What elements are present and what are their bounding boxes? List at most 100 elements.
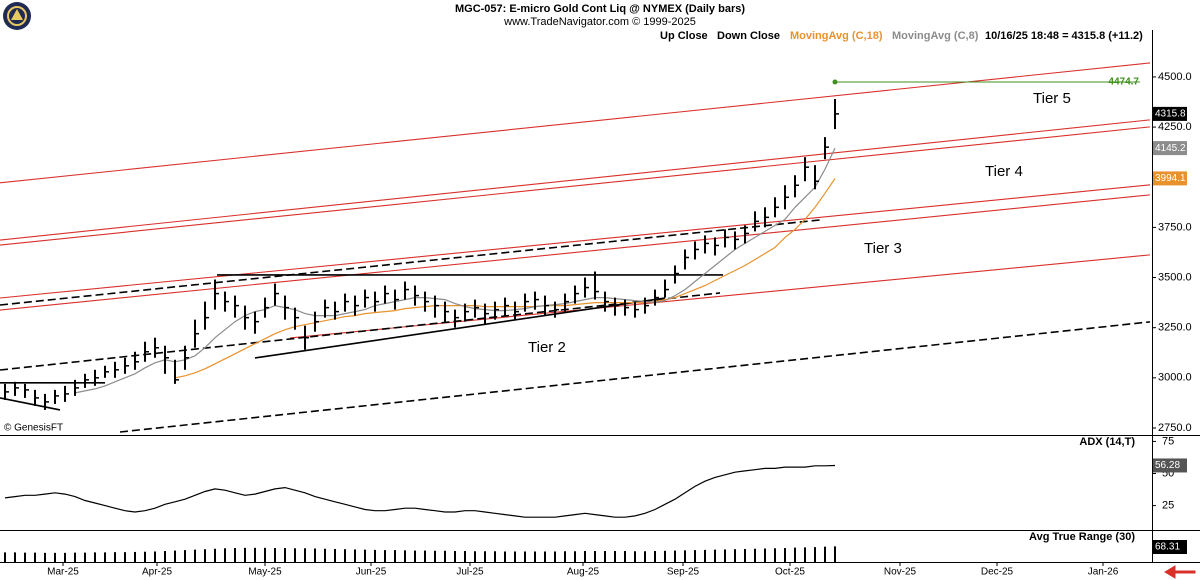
indicator-bar (24, 552, 26, 562)
moving-average (74, 147, 836, 394)
x-tick-label: Jan-26 (1088, 567, 1119, 578)
indicator-bar (684, 550, 686, 562)
indicator-bar (564, 551, 566, 562)
indicator-bar (634, 551, 636, 562)
indicator-bar (674, 550, 676, 562)
indicator-bar (234, 548, 236, 562)
x-tick-label: Jun-25 (356, 567, 387, 578)
legend-entry: MovingAvg (C,18) (790, 30, 883, 42)
indicator-bar (44, 552, 46, 562)
indicator-bar (244, 547, 246, 562)
indicator-bar (694, 550, 696, 562)
indicator-bar (94, 552, 96, 562)
y-tick-label: 3750.0 (1158, 221, 1192, 233)
frame (0, 30, 1200, 563)
indicator-bar (124, 552, 126, 562)
indicator-bar (104, 552, 106, 562)
plot-area: 4474.7 (0, 62, 1151, 433)
indicator-bar (614, 551, 616, 562)
indicator-bar (284, 548, 286, 562)
indicator-bar (534, 551, 536, 562)
x-tick-label: Apr-25 (142, 567, 172, 578)
y-tick-label: 3000.0 (1158, 372, 1192, 384)
annotation: Tier 2 (528, 339, 566, 356)
indicator-bar (324, 548, 326, 562)
x-tick-label: Jul-25 (456, 567, 484, 578)
indicator-bar (804, 547, 806, 562)
value-box-label: 68.31 (1155, 542, 1180, 553)
trendline (0, 397, 61, 411)
indicator-bar (644, 551, 646, 562)
indicator-bar (744, 548, 746, 562)
trendline (0, 62, 1151, 184)
indicator-bar (4, 552, 6, 562)
y-tick-label: 3250.0 (1158, 322, 1192, 334)
value-box-label: 56.28 (1155, 460, 1180, 471)
indicator-bar (774, 548, 776, 562)
trendline (119, 321, 1151, 433)
panel-title: ADX (14,T) (1079, 436, 1135, 448)
indicator-bar (74, 552, 76, 562)
x-tick-label: Sep-25 (667, 567, 700, 578)
trendline (0, 194, 1151, 311)
indicator-bar (604, 551, 606, 562)
indicator-bar (464, 551, 466, 562)
indicator-bar (144, 551, 146, 562)
indicator-bar (394, 550, 396, 562)
indicator-bar (814, 547, 816, 562)
indicator-bar (84, 552, 86, 562)
indicator-bar (784, 548, 786, 562)
indicator-bar (214, 548, 216, 562)
indicator-bar (194, 549, 196, 562)
x-tick-label: Nov-25 (884, 567, 917, 578)
trendline (254, 297, 666, 359)
indicator-bar (294, 548, 296, 562)
trendline (0, 219, 821, 306)
indicator-bar (424, 550, 426, 562)
indicator-bar (724, 549, 726, 562)
indicator-bar (34, 552, 36, 562)
y-tick-label: 25 (1162, 500, 1174, 512)
indicator-bar (54, 552, 56, 562)
value-box (1153, 171, 1187, 186)
indicator-bar (354, 549, 356, 562)
value-box-label: 4315.8 (1155, 109, 1186, 120)
indicator-bar (584, 551, 586, 562)
indicator-bar (554, 551, 556, 562)
indicator-bar (164, 551, 166, 562)
x-tick-label: Aug-25 (567, 567, 600, 578)
indicator-bar (524, 551, 526, 562)
x-tick-label: May-25 (248, 567, 282, 578)
annotation: Tier 4 (985, 163, 1023, 180)
indicator-bar (794, 547, 796, 562)
value-box (1153, 141, 1187, 156)
indicator-bar (364, 549, 366, 562)
indicator-bar (344, 549, 346, 562)
y-tick-label: 4500.0 (1158, 71, 1192, 83)
indicator-bar (154, 551, 156, 562)
panel-title: Avg True Range (30) (1029, 531, 1135, 543)
indicator-line (4, 464, 836, 518)
indicator-bar (254, 547, 256, 562)
indicator-bar (834, 546, 836, 562)
logo (3, 2, 31, 30)
value-box-label: 4145.2 (1155, 143, 1186, 154)
indicator-bar (444, 550, 446, 562)
indicator-bar (514, 551, 516, 562)
indicator-bar (384, 550, 386, 562)
indicator-bar (594, 551, 596, 562)
y-tick-label: 4250.0 (1158, 121, 1192, 133)
plot-inner: 4474.7 (0, 62, 1151, 433)
indicator-bar (624, 551, 626, 562)
indicator-bar (434, 550, 436, 562)
annotation: Tier 3 (864, 240, 902, 257)
indicator-bar (824, 546, 826, 562)
trendline (0, 126, 1151, 246)
scroll-arrow[interactable] (1164, 565, 1196, 579)
legend-entry: Down Close (717, 30, 780, 42)
indicator-bar (734, 549, 736, 562)
indicator-bar (714, 549, 716, 562)
value-box (1153, 106, 1187, 121)
